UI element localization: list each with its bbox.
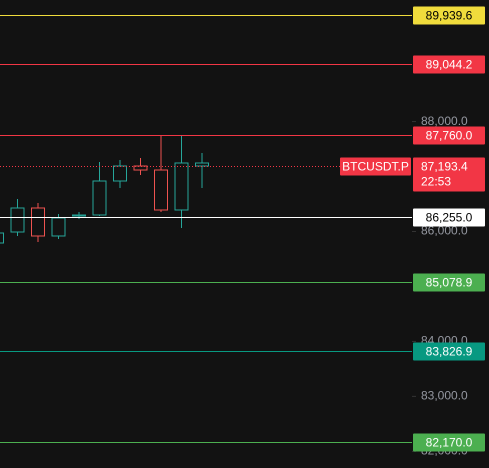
level-label-box [413,433,485,452]
symbol-label: BTCUSDT.P [342,160,409,174]
candle-body [31,207,45,237]
candle-body [195,162,209,167]
level-label: 85,078.9 [426,276,473,290]
level-label: 89,044.2 [426,58,473,72]
y-tick-label: 86,000.0 [421,224,468,238]
candle-body [10,207,25,233]
level-label: 86,255.0 [426,211,473,225]
y-tick-label: 88,000.0 [421,114,468,128]
level-label: 83,826.9 [426,345,473,359]
level-label-box [413,6,485,25]
candle-body [174,162,189,211]
level-label: 89,939.6 [426,9,473,23]
level-label-box [413,342,485,361]
last-price-box [413,157,485,192]
candle-body [133,165,148,171]
level-label: 82,170.0 [426,436,473,450]
level-label-box [413,55,485,74]
level-label-box [413,126,485,145]
candle-body [113,165,127,182]
level-label: 87,760.0 [426,129,473,143]
y-tick-label: 83,000.0 [421,389,468,403]
candle-body [51,217,66,237]
level-label-box [413,273,485,292]
last-price-label: 87,193.4 [421,160,468,174]
candle-body [0,232,4,244]
candle-body [72,214,86,217]
countdown-label: 22:53 [421,175,451,189]
candle-body [154,169,168,211]
candle-body [92,180,107,216]
symbol-box [340,157,411,176]
level-label-box [413,208,485,227]
